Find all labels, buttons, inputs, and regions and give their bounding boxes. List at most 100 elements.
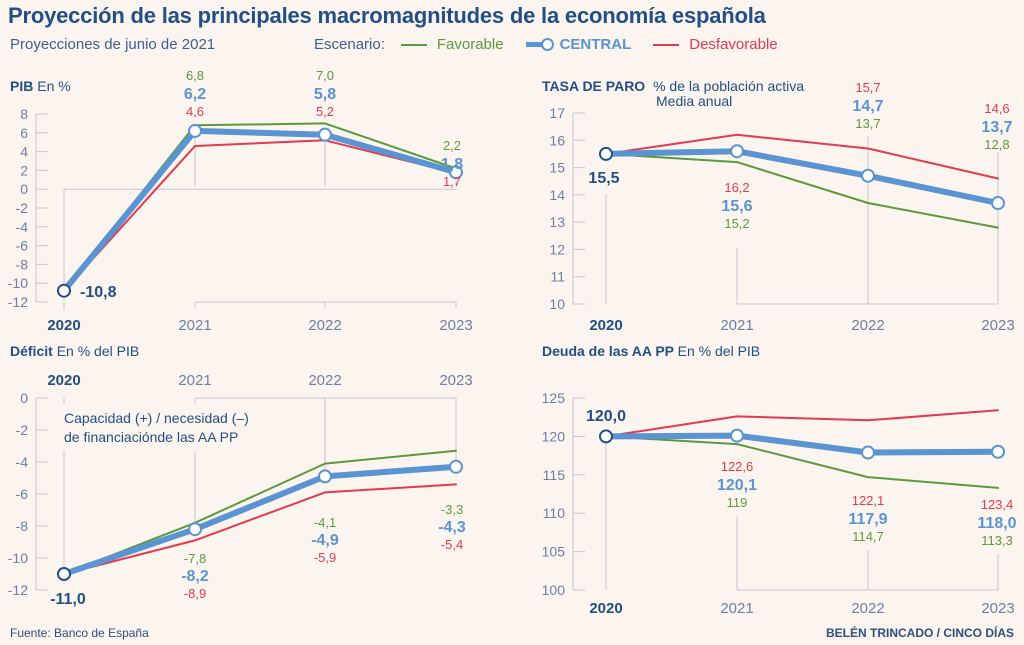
data-label-desfavorable: 14,6 — [984, 101, 1009, 116]
x-tick-label: 2023 — [981, 317, 1014, 334]
chart-title-main: TASA DE PARO — [542, 78, 649, 94]
data-label-desfavorable: 5,2 — [316, 104, 334, 119]
x-tick-label: 2020 — [589, 600, 622, 617]
data-point-central — [318, 469, 332, 484]
chart-annotation: de financiaciónde las AA PP — [64, 429, 238, 445]
series-line-favorable — [63, 449, 457, 575]
data-point-central — [318, 127, 332, 142]
data-label-desfavorable: -5,4 — [441, 537, 463, 552]
chart-deficit: Déficit En % del PIB 0 -2 -4 -6 -8 -10 -12 2020 2… — [8, 343, 473, 608]
y-tick-label: -12 — [8, 294, 28, 310]
chart-title: TASA DE PARO % de la población activa — [542, 78, 804, 94]
x-tick-label: 2023 — [439, 372, 472, 389]
data-point-central — [449, 165, 463, 180]
data-point-central — [991, 196, 1005, 211]
data-label-central: 6,2 — [184, 86, 206, 103]
y-tick-label: -12 — [8, 582, 28, 598]
legend-item-central: CENTRAL — [525, 36, 632, 53]
chart-deuda: Deuda de las AA PP En % del PIB 125 120 115… — [542, 343, 1017, 617]
x-tick-label: 2022 — [851, 600, 884, 617]
data-label-central: 118,0 — [977, 515, 1016, 532]
data-label-desfavorable: 123,4 — [981, 497, 1014, 512]
series-line-central — [61, 463, 459, 577]
y-tick-label: -6 — [16, 238, 29, 254]
data-label-favorable: 113,3 — [981, 533, 1013, 548]
data-label-central: -4,3 — [438, 519, 466, 536]
legend: Escenario: Favorable CENTRAL Desfavorabl… — [314, 36, 800, 53]
data-label-start: 15,5 — [588, 170, 619, 187]
source-note: Fuente: Banco de España — [10, 626, 149, 640]
data-label-favorable: 119 — [727, 495, 748, 510]
data-point-central — [730, 428, 744, 443]
y-tick-label: 0 — [20, 181, 28, 197]
legend-text-favorable: Favorable — [436, 36, 504, 53]
y-tick-label: 11 — [550, 269, 565, 285]
data-label-favorable: 2,2 — [443, 138, 461, 153]
data-label-favorable: -3,3 — [441, 502, 463, 517]
chart-title: PIB En % — [10, 78, 71, 94]
y-tick-label: -2 — [16, 200, 29, 216]
y-tick-label: 15 — [549, 160, 565, 176]
y-tick-label: 14 — [549, 187, 565, 203]
page-subtitle: Proyecciones de junio de 2021 — [10, 36, 216, 53]
data-point-central — [57, 567, 71, 581]
y-tick-label: -6 — [16, 486, 29, 502]
credit-note: BELÉN TRINCADO / CINCO DÍAS — [825, 626, 1014, 640]
series-line-desfavorable — [63, 483, 457, 575]
legend-swatch-central — [525, 38, 554, 51]
page-title: Proyección de las principales macromagni… — [8, 3, 766, 28]
y-tick-label: -2 — [16, 422, 29, 438]
series-line-desfavorable — [605, 409, 999, 438]
data-point-central — [188, 123, 202, 138]
chart-title-unit: En % del PIB — [57, 343, 140, 359]
data-label-desfavorable: 122,1 — [852, 493, 885, 508]
series-line-central — [61, 127, 459, 294]
chart-pib: PIB En % 8 6 4 2 0 -2 -4 -6 -8 -10 -12 2020 2021 2022 2… — [8, 68, 473, 334]
x-tick-label: 2020 — [589, 317, 622, 334]
data-label-central: 117,9 — [848, 511, 887, 528]
data-label-desfavorable: -5,9 — [314, 550, 336, 565]
data-point-central — [991, 444, 1005, 459]
chart-title-unit: En % — [37, 78, 70, 94]
x-tick-label: 2022 — [851, 317, 884, 334]
data-label-central: 5,8 — [314, 86, 336, 103]
chart-title: Deuda de las AA PP En % del PIB — [542, 343, 760, 359]
y-tick-label: -8 — [16, 518, 29, 534]
y-tick-label: 110 — [543, 505, 566, 521]
data-label-favorable: -4,1 — [314, 515, 336, 530]
chart-paro: TASA DE PARO % de la población activaMed… — [542, 78, 1015, 334]
y-tick-label: 6 — [20, 125, 28, 141]
chart-title-main: Déficit — [10, 343, 57, 359]
y-tick-label: -10 — [8, 550, 28, 566]
y-tick-label: 0 — [20, 390, 28, 406]
legend-text-desfavorable: Desfavorable — [689, 36, 778, 53]
legend-swatch-desfavorable — [653, 43, 680, 46]
y-tick-label: 105 — [542, 544, 566, 560]
data-label-favorable: 7,0 — [316, 68, 334, 83]
series-line-central — [603, 148, 1001, 206]
y-tick-label: 13 — [549, 214, 565, 230]
y-tick-label: 4 — [20, 144, 28, 160]
y-tick-label: 115 — [543, 467, 566, 483]
chart-title-unit: % de la población activa — [653, 78, 804, 94]
data-label-favorable: -7,8 — [184, 551, 206, 566]
chart-title: Déficit En % del PIB — [10, 343, 139, 359]
series-line-desfavorable — [63, 139, 457, 292]
data-point-central — [57, 283, 71, 298]
series-line-favorable — [605, 152, 999, 229]
y-tick-label: -8 — [16, 256, 29, 272]
series-line-favorable — [605, 435, 999, 489]
chart-title-main: Deuda de las AA PP — [542, 343, 678, 359]
data-label-desfavorable: 122,6 — [721, 459, 754, 474]
data-label-central: 13,7 — [981, 119, 1012, 136]
data-label-favorable: 15,2 — [724, 216, 749, 231]
data-point-central — [188, 522, 202, 537]
data-point-central — [730, 144, 744, 159]
x-tick-label: 2021 — [720, 600, 753, 617]
legend-item-desfavorable: Desfavorable — [653, 36, 778, 53]
y-tick-label: 2 — [20, 162, 28, 178]
legend-text-central: CENTRAL — [559, 36, 632, 53]
data-label-desfavorable: 1,7 — [443, 174, 461, 189]
y-tick-label: 125 — [542, 390, 566, 406]
